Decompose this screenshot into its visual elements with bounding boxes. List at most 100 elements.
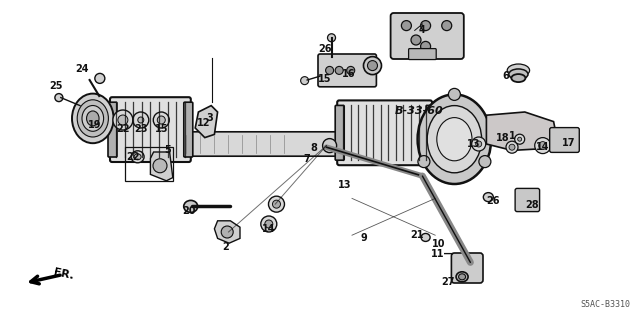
Text: 20: 20 — [182, 206, 196, 216]
Circle shape — [347, 66, 355, 74]
Text: 24: 24 — [75, 64, 89, 74]
Ellipse shape — [428, 106, 481, 173]
Ellipse shape — [421, 234, 430, 241]
FancyBboxPatch shape — [335, 105, 344, 160]
Text: 21: 21 — [410, 230, 424, 240]
Polygon shape — [195, 106, 218, 138]
Text: S5AC-B3310: S5AC-B3310 — [580, 300, 630, 309]
FancyBboxPatch shape — [390, 13, 464, 59]
Ellipse shape — [82, 106, 104, 131]
Text: FR.: FR. — [52, 268, 75, 282]
Circle shape — [420, 41, 431, 52]
Text: 12: 12 — [196, 118, 211, 128]
Text: 11—: 11— — [431, 249, 454, 260]
Ellipse shape — [456, 272, 468, 282]
Text: 17: 17 — [561, 138, 575, 148]
Text: 6: 6 — [502, 71, 509, 81]
Circle shape — [153, 112, 169, 128]
FancyBboxPatch shape — [108, 102, 117, 157]
Circle shape — [479, 156, 491, 168]
Circle shape — [95, 73, 105, 84]
FancyBboxPatch shape — [337, 100, 432, 165]
FancyBboxPatch shape — [515, 188, 540, 212]
Text: 4: 4 — [419, 25, 426, 36]
FancyBboxPatch shape — [318, 54, 376, 87]
Circle shape — [367, 60, 378, 71]
Circle shape — [472, 137, 486, 151]
Text: 15: 15 — [318, 74, 332, 84]
Circle shape — [515, 134, 525, 144]
Text: 14: 14 — [536, 141, 550, 152]
Circle shape — [138, 117, 144, 123]
FancyBboxPatch shape — [426, 105, 435, 160]
Circle shape — [301, 76, 308, 84]
Circle shape — [506, 141, 518, 153]
Text: 25: 25 — [49, 81, 63, 91]
Circle shape — [364, 57, 381, 75]
Ellipse shape — [72, 93, 114, 143]
Ellipse shape — [86, 111, 99, 126]
Text: 3: 3 — [207, 113, 213, 124]
Text: 8: 8 — [310, 143, 317, 153]
Circle shape — [323, 139, 337, 153]
Circle shape — [411, 35, 421, 45]
Circle shape — [113, 110, 133, 130]
Circle shape — [539, 141, 547, 149]
Text: 19: 19 — [88, 120, 102, 130]
Text: 15: 15 — [154, 124, 168, 134]
Circle shape — [509, 144, 515, 150]
FancyBboxPatch shape — [408, 49, 436, 60]
Text: 5: 5 — [164, 145, 171, 155]
Text: 13: 13 — [467, 139, 481, 149]
Circle shape — [420, 20, 431, 31]
Text: 7: 7 — [304, 154, 310, 164]
FancyBboxPatch shape — [184, 102, 193, 157]
Text: 14: 14 — [262, 224, 276, 234]
Circle shape — [55, 93, 63, 101]
Circle shape — [518, 137, 522, 141]
Ellipse shape — [509, 69, 528, 79]
Circle shape — [476, 141, 482, 147]
Text: 22: 22 — [126, 152, 140, 163]
Ellipse shape — [436, 117, 472, 161]
Circle shape — [221, 226, 233, 238]
Circle shape — [133, 112, 149, 128]
Ellipse shape — [417, 94, 492, 184]
Circle shape — [269, 196, 285, 212]
Text: 18: 18 — [495, 133, 509, 143]
Text: 28: 28 — [525, 200, 540, 210]
Circle shape — [335, 66, 343, 74]
Ellipse shape — [508, 64, 530, 77]
Circle shape — [157, 116, 165, 124]
Text: 26: 26 — [486, 196, 500, 206]
Polygon shape — [150, 152, 173, 181]
Text: 26: 26 — [318, 44, 332, 54]
Text: 2: 2 — [222, 242, 228, 252]
Text: 9: 9 — [360, 233, 367, 244]
Text: 27: 27 — [441, 276, 455, 287]
Circle shape — [261, 216, 277, 232]
Text: 23: 23 — [134, 124, 148, 134]
FancyBboxPatch shape — [550, 128, 579, 152]
Circle shape — [401, 20, 412, 31]
Text: 13: 13 — [337, 180, 351, 190]
Text: 22: 22 — [116, 124, 130, 134]
FancyBboxPatch shape — [181, 132, 462, 156]
Text: B-33-60: B-33-60 — [395, 106, 444, 116]
Circle shape — [418, 156, 430, 168]
Circle shape — [118, 115, 128, 125]
Ellipse shape — [134, 154, 141, 160]
Text: 1: 1 — [509, 131, 515, 141]
Circle shape — [442, 20, 452, 31]
Circle shape — [153, 159, 167, 173]
Ellipse shape — [131, 151, 144, 163]
FancyBboxPatch shape — [451, 253, 483, 283]
Circle shape — [328, 34, 335, 42]
Ellipse shape — [459, 274, 465, 280]
Ellipse shape — [511, 74, 525, 82]
FancyBboxPatch shape — [110, 97, 191, 162]
Circle shape — [449, 88, 460, 100]
Text: 16: 16 — [342, 69, 356, 79]
Ellipse shape — [184, 200, 198, 212]
Circle shape — [326, 66, 333, 74]
